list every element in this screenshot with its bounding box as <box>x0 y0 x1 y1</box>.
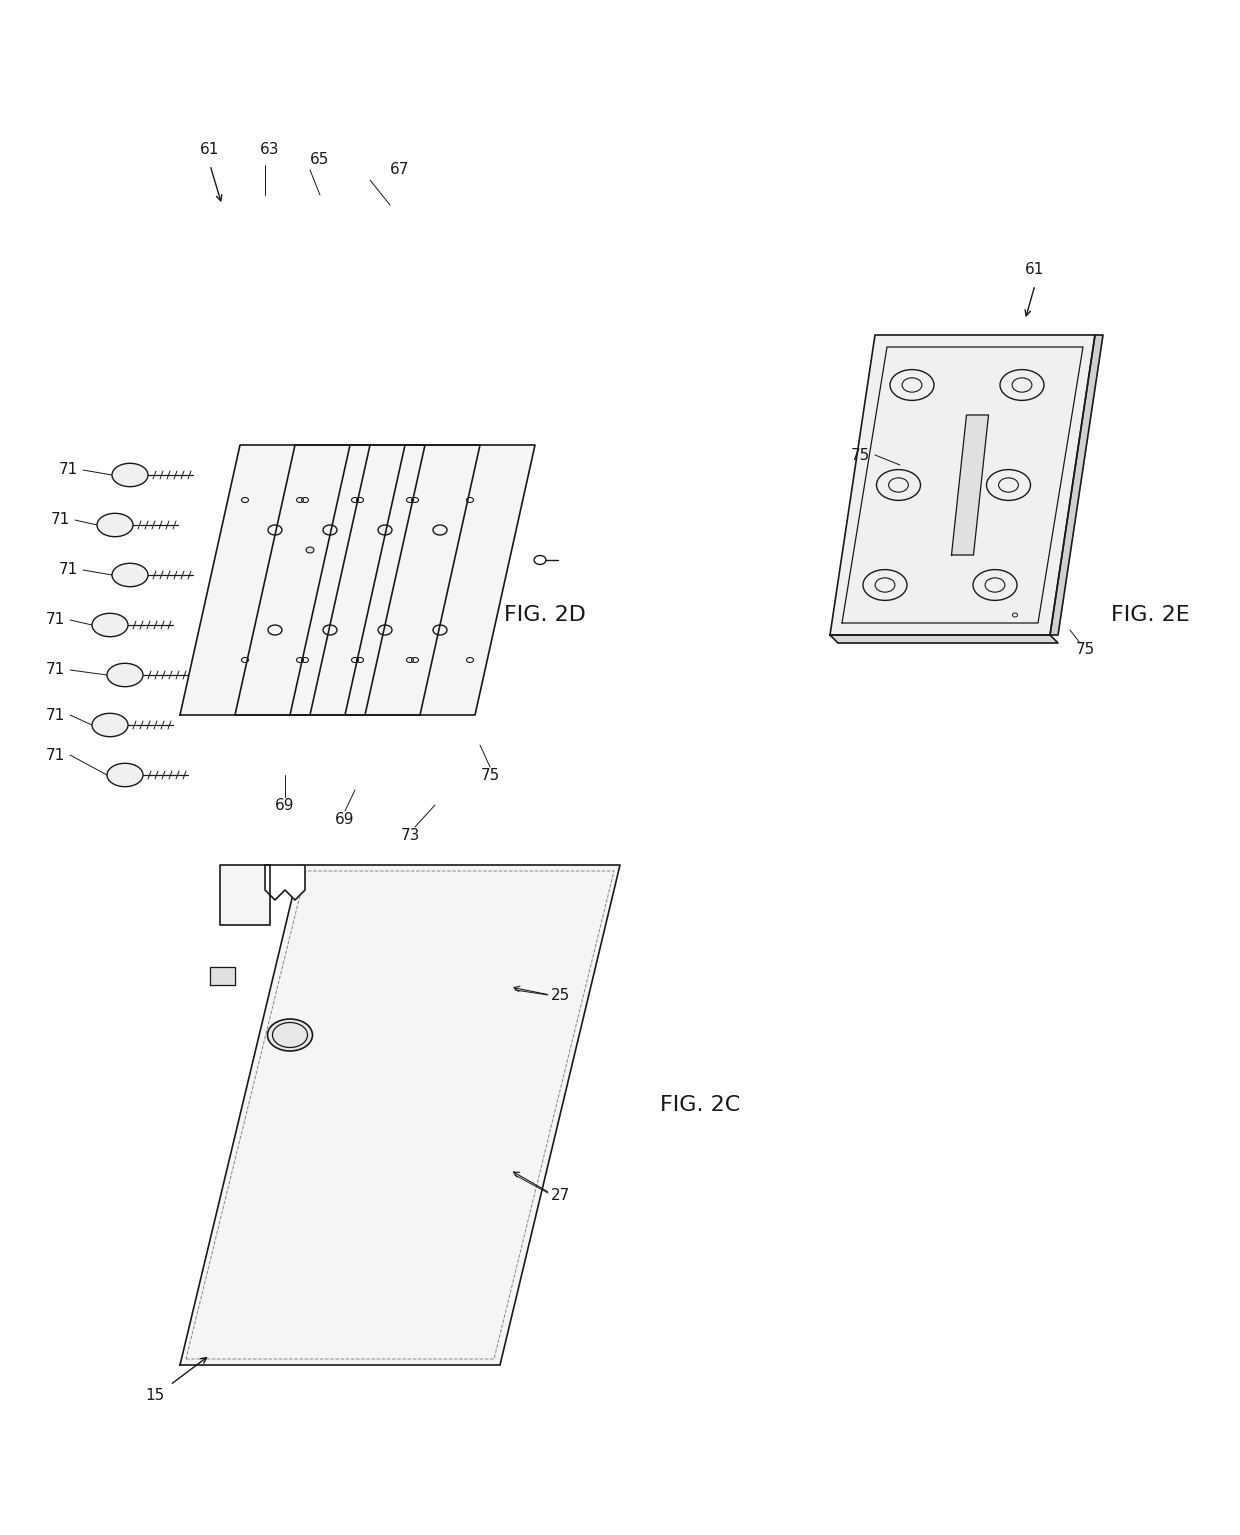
Text: 71: 71 <box>46 663 64 677</box>
Ellipse shape <box>112 563 148 586</box>
Polygon shape <box>236 445 425 715</box>
Polygon shape <box>830 335 1095 635</box>
Text: FIG. 2C: FIG. 2C <box>660 1094 740 1114</box>
Ellipse shape <box>306 546 314 553</box>
Ellipse shape <box>97 513 133 537</box>
Text: 61: 61 <box>1025 262 1044 278</box>
Text: 63: 63 <box>260 143 280 158</box>
Text: 75: 75 <box>851 448 869 462</box>
Text: 71: 71 <box>58 562 78 577</box>
Ellipse shape <box>107 663 143 686</box>
Polygon shape <box>219 866 270 926</box>
Polygon shape <box>345 445 534 715</box>
Polygon shape <box>951 414 988 556</box>
Polygon shape <box>290 445 480 715</box>
Ellipse shape <box>268 1019 312 1051</box>
Ellipse shape <box>987 470 1030 500</box>
Ellipse shape <box>973 569 1017 600</box>
Polygon shape <box>180 445 370 715</box>
Text: 67: 67 <box>391 163 409 178</box>
Ellipse shape <box>112 464 148 487</box>
Polygon shape <box>180 866 620 1365</box>
Ellipse shape <box>999 370 1044 401</box>
Polygon shape <box>1050 335 1104 635</box>
Text: FIG. 2D: FIG. 2D <box>505 605 587 625</box>
Text: 71: 71 <box>46 748 64 763</box>
Text: 73: 73 <box>401 827 419 843</box>
Polygon shape <box>830 635 1058 643</box>
Text: 71: 71 <box>46 708 64 723</box>
Text: 69: 69 <box>275 798 295 812</box>
Ellipse shape <box>92 614 128 637</box>
Text: 71: 71 <box>58 462 78 477</box>
Ellipse shape <box>107 763 143 787</box>
Polygon shape <box>265 866 305 900</box>
Text: FIG. 2E: FIG. 2E <box>1111 605 1189 625</box>
Polygon shape <box>842 347 1083 623</box>
Text: 65: 65 <box>310 152 330 167</box>
Text: 15: 15 <box>145 1388 165 1403</box>
Text: 27: 27 <box>551 1188 569 1202</box>
Polygon shape <box>210 967 236 985</box>
Text: 69: 69 <box>335 812 355 827</box>
Ellipse shape <box>890 370 934 401</box>
Text: 61: 61 <box>201 143 219 158</box>
Text: 75: 75 <box>480 768 500 783</box>
Text: 25: 25 <box>551 987 569 1002</box>
Text: 75: 75 <box>1075 643 1095 657</box>
Ellipse shape <box>877 470 920 500</box>
Ellipse shape <box>92 714 128 737</box>
Text: 71: 71 <box>51 513 69 528</box>
Text: 71: 71 <box>46 612 64 628</box>
Ellipse shape <box>863 569 906 600</box>
